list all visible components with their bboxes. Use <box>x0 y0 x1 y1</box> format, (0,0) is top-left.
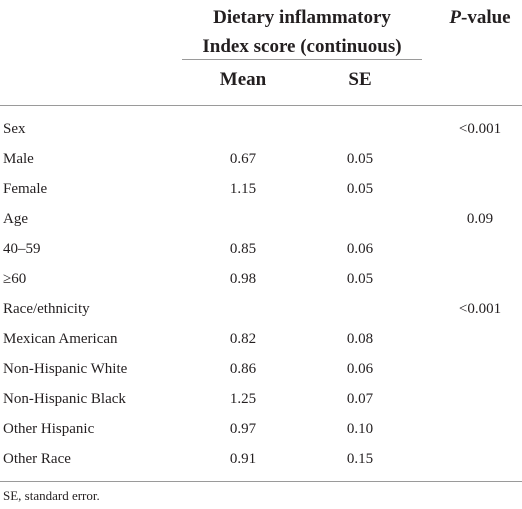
row-label: ≥60 <box>3 271 27 287</box>
table-row: Mexican American 0.82 0.08 <box>0 324 522 354</box>
row-label: Age <box>3 211 28 227</box>
row-se: 0.07 <box>346 391 374 407</box>
row-label: 40–59 <box>3 241 41 257</box>
row-pvalue: <0.001 <box>458 121 502 137</box>
table-footnote: SE, standard error. <box>3 488 100 503</box>
table-row: 40–59 0.85 0.06 <box>0 234 522 264</box>
row-mean: 0.67 <box>229 151 257 167</box>
table-bottom-rule <box>0 481 522 482</box>
row-se: 0.15 <box>346 451 374 467</box>
table-row: Non-Hispanic White 0.86 0.06 <box>0 354 522 384</box>
row-pvalue: 0.09 <box>466 211 494 227</box>
row-mean: 0.85 <box>229 241 257 257</box>
row-label: Female <box>3 181 48 197</box>
row-mean: 1.15 <box>229 181 257 197</box>
pvalue-column-header: P-value <box>438 3 522 32</box>
row-pvalue: <0.001 <box>458 301 502 317</box>
row-se: 0.05 <box>346 181 374 197</box>
row-label: Other Hispanic <box>3 421 95 437</box>
row-se: 0.06 <box>346 241 374 257</box>
table-row: Race/ethnicity <0.001 <box>0 294 522 324</box>
row-label: Race/ethnicity <box>3 301 90 317</box>
row-mean: 0.97 <box>229 421 257 437</box>
row-label: Non-Hispanic White <box>3 361 128 377</box>
table-row: Other Race 0.91 0.15 <box>0 444 522 474</box>
row-mean: 1.25 <box>229 391 257 407</box>
group-header-rule <box>182 59 422 60</box>
row-label: Non-Hispanic Black <box>3 391 126 407</box>
mean-column-header: Mean <box>219 69 267 90</box>
column-group-header-line2: Index score (continuous) <box>202 36 402 57</box>
row-label: Mexican American <box>3 331 118 347</box>
row-se: 0.05 <box>346 271 374 287</box>
row-se: 0.10 <box>346 421 374 437</box>
row-mean: 0.98 <box>229 271 257 287</box>
row-label: Male <box>3 151 34 167</box>
column-group-header-line1: Dietary inflammatory <box>213 7 391 28</box>
row-label: Sex <box>3 121 26 137</box>
row-se: 0.05 <box>346 151 374 167</box>
row-label: Other Race <box>3 451 71 467</box>
pvalue-header-rest: -value <box>461 7 511 28</box>
row-se: 0.08 <box>346 331 374 347</box>
table-row: Sex <0.001 <box>0 114 522 144</box>
header-bottom-rule <box>0 105 522 106</box>
table-body: Sex <0.001 Male 0.67 0.05 Female 1.15 0.… <box>0 114 522 474</box>
se-column-header: SE <box>348 69 372 90</box>
column-group-header: Dietary inflammatory Index score (contin… <box>182 3 422 61</box>
table-row: ≥60 0.98 0.05 <box>0 264 522 294</box>
table-row: Other Hispanic 0.97 0.10 <box>0 414 522 444</box>
table-row: Age 0.09 <box>0 204 522 234</box>
row-mean: 0.91 <box>229 451 257 467</box>
table-row: Male 0.67 0.05 <box>0 144 522 174</box>
pvalue-header-italic: P <box>449 7 461 28</box>
row-se: 0.06 <box>346 361 374 377</box>
row-mean: 0.82 <box>229 331 257 347</box>
table-row: Female 1.15 0.05 <box>0 174 522 204</box>
table-row: Non-Hispanic Black 1.25 0.07 <box>0 384 522 414</box>
row-mean: 0.86 <box>229 361 257 377</box>
